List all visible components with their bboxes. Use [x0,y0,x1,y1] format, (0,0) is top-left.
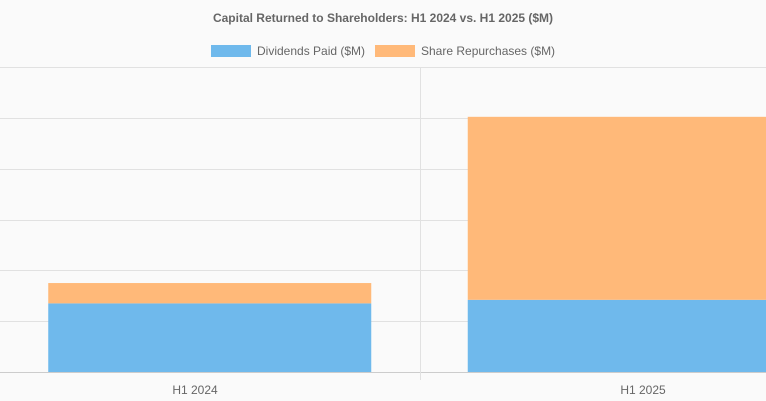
legend: Dividends Paid ($M) Share Repurchases ($M… [211,44,555,58]
x-tick-label: H1 2025 [620,383,666,397]
bar-2-h1-2025 [467,116,766,300]
legend-label-2: Share Repurchases ($M) [421,44,555,58]
legend-label-1: Dividends Paid ($M) [257,44,365,58]
legend-swatch-2 [375,45,415,57]
chart-title: Capital Returned to Shareholders: H1 202… [213,11,553,25]
x-axis-ticks: H1 2024 H1 2025 [172,383,666,397]
bar-1-h1-2025 [467,299,766,372]
bars [48,116,766,372]
legend-swatch-1 [211,45,251,57]
bar-2-h1-2024 [48,283,372,304]
x-tick-label: H1 2024 [172,383,218,397]
bar-1-h1-2024 [48,303,372,372]
